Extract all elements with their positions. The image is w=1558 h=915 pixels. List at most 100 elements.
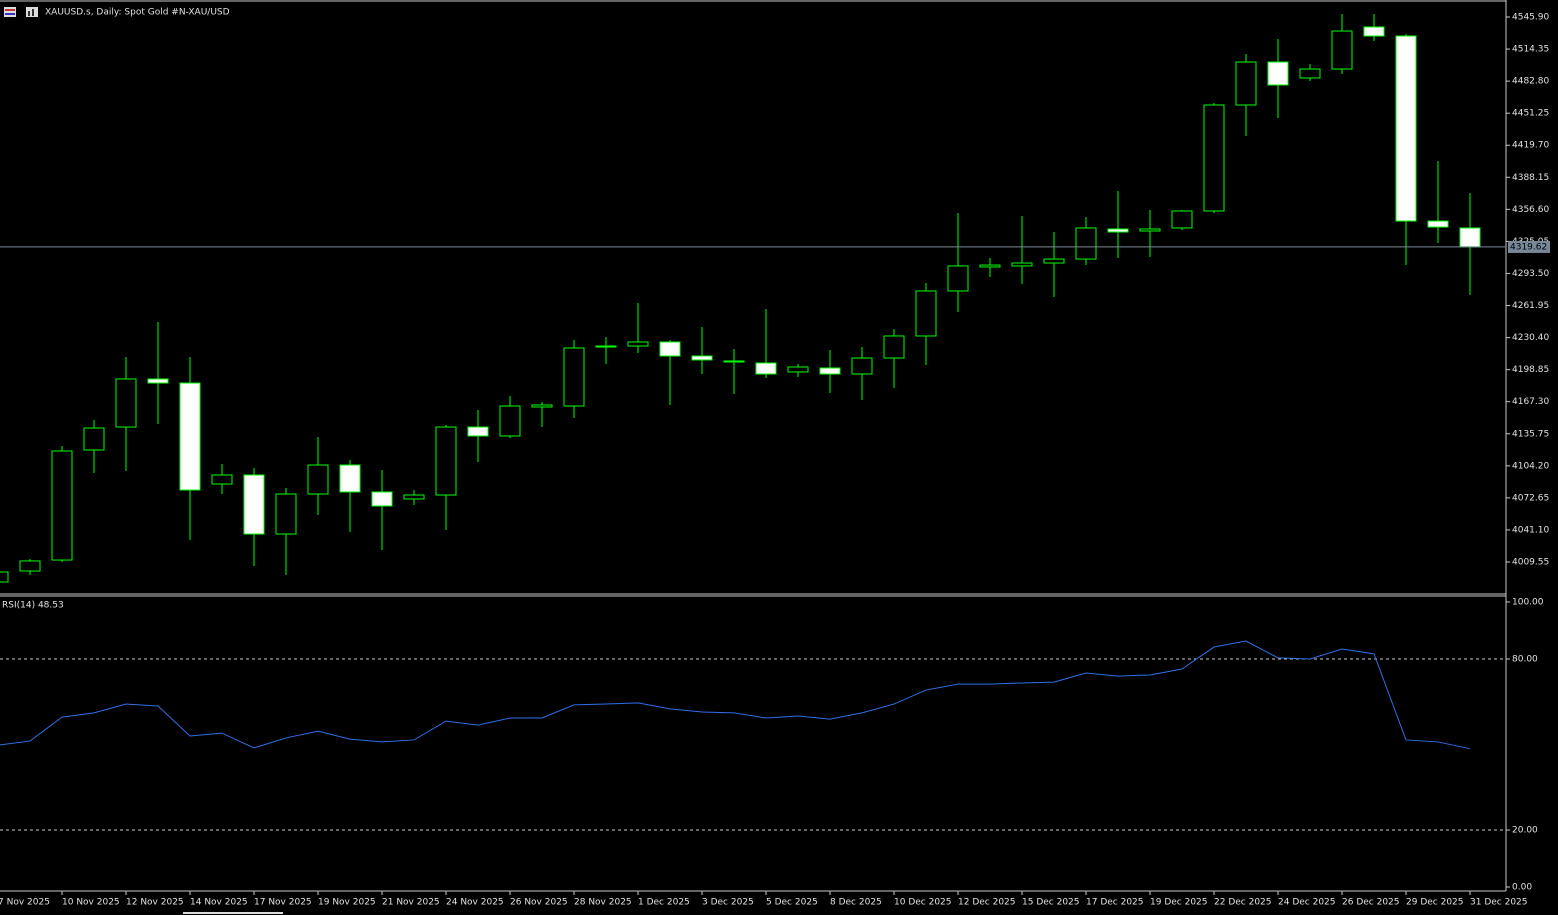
x-tick-label: 12 Nov 2025	[126, 898, 184, 908]
x-tick-label: 21 Nov 2025	[382, 898, 440, 908]
candle-body	[499, 405, 521, 437]
y-tick-label: 4482.80	[1512, 77, 1549, 87]
y-tick-label: 4514.35	[1512, 45, 1549, 55]
indicator-title: RSI(14) 48.53	[2, 601, 64, 611]
x-tick-label: 5 Dec 2025	[766, 898, 818, 908]
y-tick-label: 4198.85	[1512, 365, 1549, 375]
candle-body	[755, 362, 777, 375]
x-tick-label: 15 Dec 2025	[1022, 898, 1080, 908]
candle-body	[691, 355, 713, 361]
x-tick-label: 19 Nov 2025	[318, 898, 376, 908]
candle-body	[51, 450, 73, 561]
x-tick-label: 22 Dec 2025	[1214, 898, 1272, 908]
candle-body	[1011, 262, 1033, 267]
y-tick-label: 4451.25	[1512, 109, 1549, 119]
y-tick-label: 4388.15	[1512, 173, 1549, 183]
candle-body	[659, 341, 681, 357]
candle-body	[1459, 227, 1481, 248]
candle-body	[915, 290, 937, 337]
candle-body	[723, 360, 745, 363]
scroll-indicator	[183, 912, 283, 914]
candle-body	[627, 341, 649, 347]
candle-body	[307, 464, 329, 495]
x-tick-label: 19 Dec 2025	[1150, 898, 1208, 908]
candle-body	[179, 382, 201, 491]
candle-body	[819, 367, 841, 375]
y-tick-label: 4104.20	[1512, 461, 1549, 471]
x-tick-label: 17 Dec 2025	[1086, 898, 1144, 908]
x-tick-label: 29 Dec 2025	[1406, 898, 1464, 908]
y-tick-label: 4072.65	[1512, 493, 1549, 503]
candle-body	[1299, 68, 1321, 79]
candle-body	[1331, 30, 1353, 70]
candle-body	[531, 404, 553, 408]
x-tick-label: 12 Dec 2025	[958, 898, 1016, 908]
price-label: 4319.62	[1510, 242, 1547, 252]
x-tick-label: 26 Nov 2025	[510, 898, 568, 908]
y-tick-label: 4041.10	[1512, 525, 1549, 535]
candle-body	[787, 366, 809, 373]
rsi-line	[0, 640, 1471, 750]
x-tick-label: 7 Nov 2025	[0, 898, 50, 908]
candle-body	[979, 264, 1001, 268]
x-tick-label: 10 Dec 2025	[894, 898, 952, 908]
candle-body	[1235, 61, 1257, 106]
candle-body	[115, 378, 137, 428]
y-tick-label: 4293.50	[1512, 269, 1549, 279]
y-tick-label: 100.00	[1512, 598, 1544, 608]
x-tick-label: 1 Dec 2025	[638, 898, 690, 908]
x-tick-label: 10 Nov 2025	[62, 898, 120, 908]
candle-body	[243, 474, 265, 535]
candle-body	[1363, 26, 1385, 37]
y-tick-label: 4167.30	[1512, 397, 1549, 407]
candle-body	[467, 426, 489, 437]
candle-body	[1139, 228, 1161, 232]
candle-body	[1171, 210, 1193, 229]
candle-body	[1107, 228, 1129, 233]
candle-body	[0, 571, 9, 583]
y-tick-label: 4419.70	[1512, 141, 1549, 151]
candle-body	[1075, 227, 1097, 260]
symbol-icons	[4, 7, 38, 17]
y-tick-label: 4545.90	[1512, 12, 1549, 22]
candle-body	[19, 560, 41, 572]
x-tick-label: 24 Nov 2025	[446, 898, 504, 908]
y-tick-label: 4135.75	[1512, 429, 1549, 439]
candle-body	[595, 345, 617, 348]
candle-body	[435, 426, 457, 496]
candle-body	[1043, 258, 1065, 264]
y-tick-label: 80.00	[1512, 655, 1538, 665]
y-tick-label: 4261.95	[1512, 301, 1549, 311]
chart-title: XAUUSD.s, Daily: Spot Gold #N-XAU/USD	[45, 8, 230, 18]
x-tick-label: 17 Nov 2025	[254, 898, 312, 908]
y-tick-label: 20.00	[1512, 826, 1538, 836]
x-tick-label: 3 Dec 2025	[702, 898, 754, 908]
x-tick-label: 8 Dec 2025	[830, 898, 882, 908]
candle-body	[147, 378, 169, 384]
y-tick-label: 4230.40	[1512, 333, 1549, 343]
x-tick-label: 31 Dec 2025	[1470, 898, 1528, 908]
candle-body	[275, 493, 297, 535]
x-tick-label: 28 Nov 2025	[574, 898, 632, 908]
candle-body	[883, 335, 905, 359]
x-tick-label: 14 Nov 2025	[190, 898, 248, 908]
candle-body	[851, 357, 873, 375]
candle-body	[563, 347, 585, 407]
candle-body	[371, 491, 393, 507]
candle-body	[1395, 35, 1417, 222]
y-tick-label: 4009.55	[1512, 558, 1549, 568]
candle-body	[403, 494, 425, 500]
candle-body	[83, 427, 105, 451]
candle-body	[1203, 104, 1225, 212]
y-tick-label: 4356.60	[1512, 205, 1549, 215]
price-label-bg	[1508, 240, 1550, 253]
x-tick-label: 26 Dec 2025	[1342, 898, 1400, 908]
candle-body	[1267, 61, 1289, 86]
candle-body	[1427, 220, 1449, 228]
candle-body	[947, 265, 969, 292]
x-tick-label: 24 Dec 2025	[1278, 898, 1336, 908]
candle-body	[211, 474, 233, 485]
